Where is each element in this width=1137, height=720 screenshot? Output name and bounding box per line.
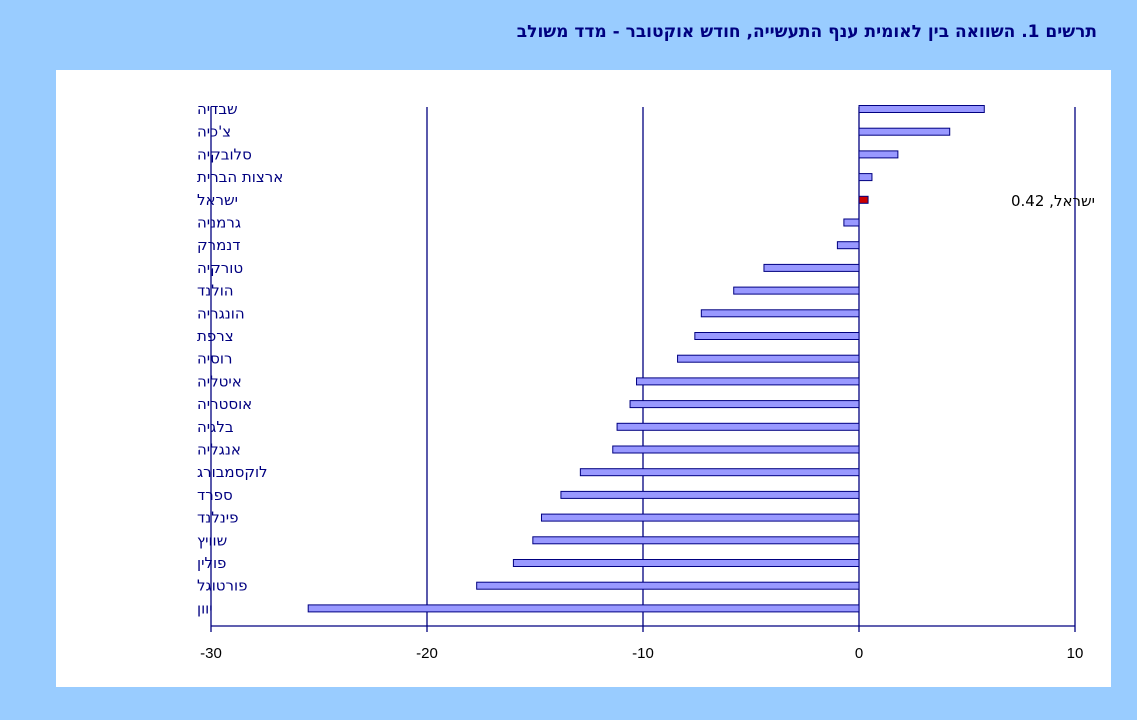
category-label: אנגליה [197, 441, 241, 459]
category-label: לוקסמבורג [197, 463, 268, 481]
category-label: הולנד [197, 282, 234, 300]
chart-title: תרשים 1. השוואה בין לאומית ענף התעשייה, … [516, 22, 1097, 42]
plot-panel: -30 -20 -10 0 10 שבדיה צ'כיה סלובקיה ארצות הברית… [56, 70, 1111, 687]
bar [512, 559, 860, 567]
category-label: הונגריה [197, 304, 245, 322]
category-label: בלגיה [197, 418, 234, 436]
category-label: ישראל [197, 191, 238, 209]
bar [579, 468, 860, 477]
bar [677, 354, 860, 363]
category-label: טורקיה [197, 259, 243, 277]
bar [629, 400, 860, 409]
bar [476, 581, 860, 590]
category-label: שוויץ [197, 531, 227, 549]
bar [612, 445, 860, 454]
bar [700, 309, 860, 318]
category-label: יוון [197, 599, 213, 617]
x-tick-label: 10 [1067, 645, 1084, 662]
bar [858, 150, 899, 159]
bar [733, 286, 860, 295]
category-label: פורטוגל [197, 577, 247, 595]
bar [616, 422, 860, 431]
category-label: דנמרק [197, 236, 241, 254]
x-tick-label: -20 [416, 645, 438, 662]
bar [858, 127, 951, 136]
x-tick-label: -10 [632, 645, 654, 662]
bar [763, 263, 860, 272]
bar [858, 105, 985, 113]
bar [858, 173, 873, 182]
category-label: צרפת [197, 327, 234, 345]
category-label: איטליה [197, 372, 242, 390]
x-tick-label: -30 [200, 645, 222, 662]
bar [560, 490, 860, 499]
category-label: גרמניה [197, 214, 241, 232]
bar [836, 241, 860, 250]
category-label: שבדיה [197, 100, 238, 118]
bar [694, 332, 860, 340]
category-label: ספרד [197, 486, 233, 504]
category-label: צ'כיה [197, 123, 231, 141]
bar [858, 195, 869, 204]
bar [307, 604, 860, 613]
bar [636, 377, 860, 386]
bar-chart: -30 -20 -10 0 10 שבדיה צ'כיה סלובקיה ארצות הברית… [197, 100, 1095, 662]
category-label: פולין [197, 554, 226, 572]
category-label: ארצות הברית [197, 168, 283, 186]
category-label: אוסטריה [197, 395, 252, 413]
data-label: ישראל, 0.42 [1011, 192, 1095, 210]
bar [532, 536, 860, 545]
category-label: רוסיה [197, 350, 232, 368]
x-tick-label: 0 [855, 645, 863, 662]
bar [843, 218, 860, 227]
category-label: פינלנד [197, 509, 238, 527]
bar [540, 513, 860, 522]
category-label: סלובקיה [197, 145, 252, 163]
